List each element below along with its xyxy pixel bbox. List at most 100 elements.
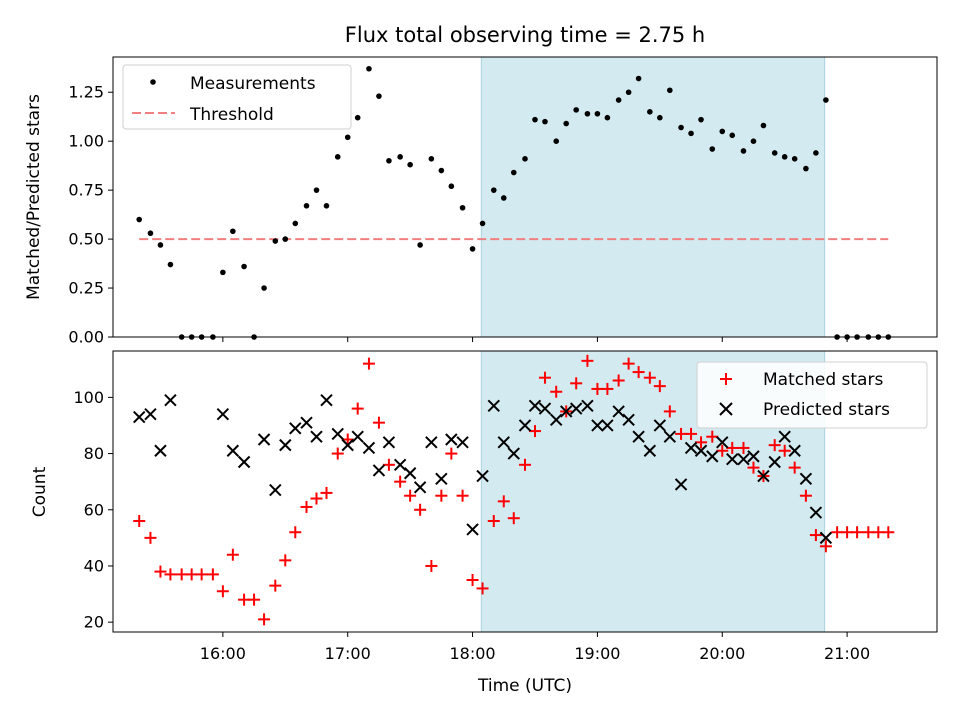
measurement-point [397,154,403,160]
matched-star-point [497,495,510,508]
matched-star-point [809,529,822,542]
predicted-star-point [372,464,386,477]
matched-star-point [632,366,645,379]
matched-star-point [394,475,407,488]
top-legend-box [122,64,352,130]
predicted-star-point [737,452,750,466]
bottom-panel-frame [112,350,938,633]
predicted-star-point [144,408,157,421]
matched-star-point [737,441,750,454]
bottom-y-axis-label: Count [30,466,50,517]
x-tick-label: 17:00 [325,644,371,663]
matched-star-point [466,574,479,587]
predicted-star-point [528,399,542,413]
matched-star-point [269,579,282,592]
matched-star-point [851,526,864,539]
measurement-point [407,161,413,168]
measurement-point [740,148,747,154]
x-tick-label: 19:00 [574,644,620,663]
bottom-legend: Matched stars Predicted stars [696,361,928,429]
measurement-point [220,269,226,276]
x-tick-label: 18:00 [450,644,496,663]
predicted-star-point [601,419,614,432]
matched-star-point [435,489,448,502]
matched-star-point [519,458,531,471]
measurement-point [771,150,778,156]
measurement-point [334,154,341,160]
matched-star-point [706,430,719,443]
predicted-star-point [643,444,657,457]
matched-star-point [331,447,344,460]
predicted-star-point [581,399,594,413]
predicted-star-point [497,436,510,449]
matched-star-point [248,593,261,606]
measurement-point [709,146,716,152]
matched-star-point [258,613,271,626]
matched-star-point [154,565,167,578]
bottom-x-ticks: 16:00 17:00 18:00 19:00 20:00 21:00 [200,632,870,663]
matched-star-point [216,585,229,598]
matched-star-point [133,515,146,528]
matched-star-point [310,492,323,505]
predicted-star-point [819,531,833,545]
predicted-star-point [487,399,500,413]
matched-star-point [799,489,812,502]
predicted-star-point [403,467,417,480]
measurement-point [366,65,372,72]
matched-star-point [622,357,635,370]
y-tick-label: 60 [84,500,104,519]
matched-star-point [570,377,583,390]
matched-star-point [882,526,895,539]
measurement-point [241,263,247,270]
measurement-point [500,195,507,201]
measurement-point [760,122,767,129]
matched-star-point [663,405,676,418]
measurement-point [479,220,486,227]
matched-star-point [341,433,354,446]
measurement-point [791,156,798,162]
predicted-star-point [550,413,563,427]
chart-title: Flux total observing time = 2.75 h [345,23,705,47]
measurement-point [386,157,392,164]
matched-star-point [382,458,395,471]
measurement-point [667,87,673,94]
measurement-point [313,187,320,193]
measurement-point [647,109,653,115]
predicted-star-point [706,450,719,463]
measurement-point [729,132,736,139]
y-tick-label: 0.25 [68,279,104,298]
measurement-point [303,203,310,209]
predicted-star-point [507,447,520,460]
predicted-star-point [425,436,438,449]
predicted-star-point [569,402,583,415]
top-y-axis-label: Matched/Predicted stars [24,94,44,300]
matched-star-point [538,371,551,384]
predicted-star-point [716,436,729,449]
predicted-star-point [382,436,396,449]
matched-star-point [425,559,438,572]
matched-star-point [372,416,385,429]
matched-star-point [456,489,469,502]
matched-star-point [507,512,520,525]
matched-star-point [601,382,614,395]
predicted-star-point [257,433,271,446]
matched-star-point [612,374,625,387]
measurement-point [417,242,423,248]
measurement-point [136,216,143,223]
observing-window-shade-top [480,56,826,338]
predicted-star-point [559,405,573,418]
matched-star-point [362,357,375,370]
bottom-legend-box [696,361,928,429]
measurement-point [604,114,611,121]
matched-star-point [747,461,760,474]
measurement-point [584,110,591,117]
matched-star-point [819,540,832,553]
predicted-star-point [768,455,781,469]
legend-matched-marker [720,373,732,385]
matched-star-point [404,489,417,502]
matched-star-point [289,526,302,539]
bottom-y-ticks: 20 40 60 80 100 [73,388,113,632]
measurement-point [167,261,174,268]
predicted-star-point [476,469,489,483]
matched-star-point [487,515,500,528]
